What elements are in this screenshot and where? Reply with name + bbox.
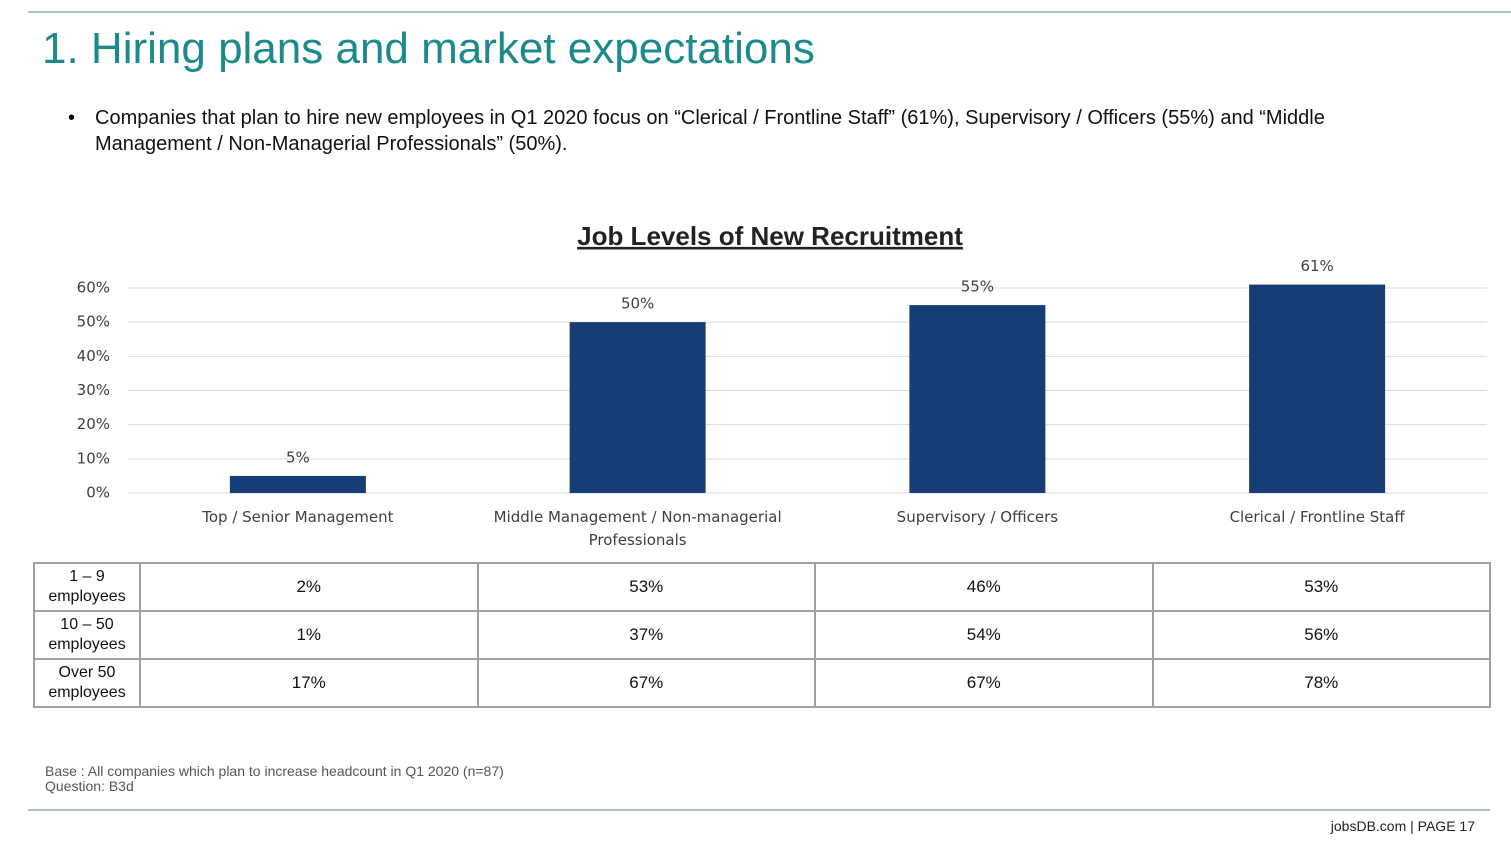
table-cell: 53% <box>1151 562 1491 612</box>
footnote: Base : All companies which plan to incre… <box>45 764 504 794</box>
row-header: Over 50 employees <box>33 658 141 708</box>
x-tick-label: Middle Management / Non-managerial Profe… <box>493 508 782 549</box>
table-cell: 1% <box>139 610 479 660</box>
table-cell: 67% <box>814 658 1154 708</box>
row-header: 10 – 50 employees <box>33 610 141 660</box>
x-tick-label: Supervisory / Officers <box>896 508 1059 526</box>
bar <box>909 305 1046 493</box>
question-note: Question: B3d <box>45 778 134 794</box>
table-cell: 67% <box>476 658 816 708</box>
table-row: Over 50 employees 17% 67% 67% 78% <box>33 658 1491 708</box>
breakdown-table: 1 – 9 employees 2% 53% 46% 53% 10 – 50 employ… <box>33 562 1491 708</box>
bullet-text: Companies that plan to hire new employee… <box>95 107 1325 155</box>
value-label: 55% <box>961 278 994 296</box>
y-tick-label: 40% <box>77 347 110 365</box>
slide-title: 1. Hiring plans and market expectations <box>42 24 815 73</box>
table-cell: 2% <box>139 562 479 612</box>
bar <box>569 322 706 493</box>
table-cell: 53% <box>476 562 816 612</box>
table-cell: 37% <box>476 610 816 660</box>
bar <box>1249 284 1386 493</box>
table-row: 1 – 9 employees 2% 53% 46% 53% <box>33 562 1491 612</box>
value-label: 5% <box>286 448 310 466</box>
page-number: jobsDB.com | PAGE 17 <box>1330 818 1475 834</box>
chart-title: Job Levels of New Recruitment <box>577 221 963 251</box>
table-row: 10 – 50 employees 1% 37% 54% 56% <box>33 610 1491 660</box>
bullet-dot: • <box>68 107 76 129</box>
y-tick-label: 20% <box>77 415 110 433</box>
base-note: Base : All companies which plan to incre… <box>45 763 504 779</box>
x-tick-label: Clerical / Frontline Staff <box>1229 508 1405 526</box>
y-tick-label: 30% <box>77 381 110 399</box>
table-cell: 78% <box>1151 658 1491 708</box>
y-tick-label: 0% <box>86 484 110 502</box>
value-label: 61% <box>1300 257 1333 275</box>
y-tick-label: 10% <box>77 449 110 467</box>
table-cell: 56% <box>1151 610 1491 660</box>
bar <box>229 475 366 493</box>
table-cell: 46% <box>814 562 1154 612</box>
table-cell: 54% <box>814 610 1154 660</box>
value-label: 50% <box>621 295 654 313</box>
x-tick-label: Top / Senior Management <box>202 508 394 526</box>
y-tick-label: 60% <box>77 279 110 297</box>
table-cell: 17% <box>139 658 479 708</box>
row-header: 1 – 9 employees <box>33 562 141 612</box>
y-tick-label: 50% <box>77 313 110 331</box>
